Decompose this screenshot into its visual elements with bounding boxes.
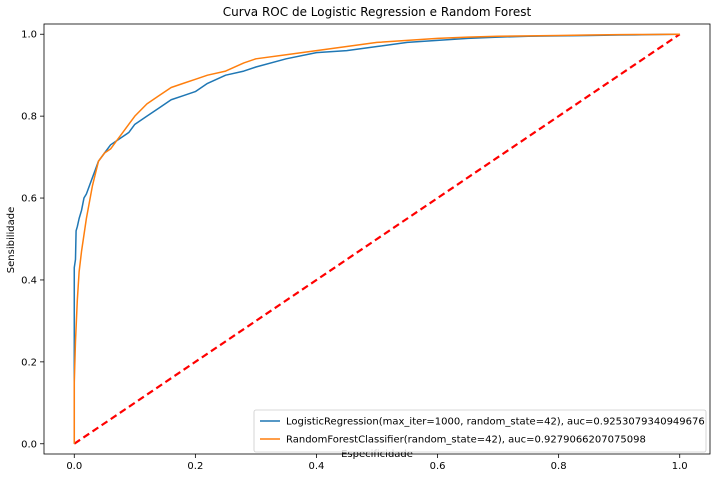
series-layer	[73, 33, 681, 445]
diagonal-reference-line	[73, 33, 681, 445]
x-tick-label: 0.8	[551, 461, 567, 472]
legend-entry-label: LogisticRegression(max_iter=1000, random…	[286, 417, 705, 428]
legend-entry-label: RandomForestClassifier(random_state=42),…	[286, 435, 646, 446]
y-tick-label: 0.2	[21, 357, 37, 368]
legend-box	[253, 409, 707, 453]
legend: LogisticRegression(max_iter=1000, random…	[253, 409, 707, 453]
y-tick-label: 0.4	[21, 275, 37, 286]
y-tick-label: 0.6	[21, 194, 37, 205]
series-line-1	[73, 33, 680, 444]
y-tick-label: 0.8	[21, 112, 37, 123]
x-tick-label: 0.2	[187, 461, 203, 472]
y-tick-label: 1.0	[21, 30, 37, 41]
x-tick-label: 0.0	[66, 461, 82, 472]
y-axis-ticks: 0.0 0.2 0.4 0.6 0.8 1.0	[21, 30, 44, 450]
x-axis-ticks: 0.0 0.2 0.4 0.6 0.8 1.0	[66, 454, 688, 472]
y-tick-label: 0.0	[21, 439, 37, 450]
x-tick-label: 0.4	[309, 461, 325, 472]
x-tick-label: 1.0	[672, 461, 688, 472]
series-line-0	[73, 33, 680, 444]
axes-frame	[43, 23, 711, 455]
x-axis-label: Especificidade	[341, 449, 413, 460]
chart-title: Curva ROC de Logistic Regression e Rando…	[223, 5, 532, 19]
y-axis-label: Sensibilidade	[6, 207, 17, 273]
x-tick-label: 0.6	[430, 461, 446, 472]
